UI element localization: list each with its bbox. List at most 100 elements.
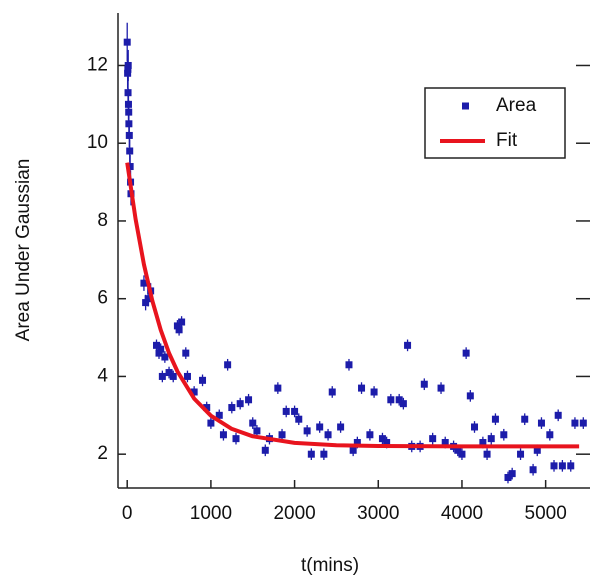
y-tick-label: 8 [97,210,108,231]
point [366,431,374,439]
y-tick-label: 10 [87,132,108,153]
y-tick-label: 6 [97,288,108,309]
point [404,341,412,349]
point [152,341,160,349]
point [291,407,299,415]
point [395,396,403,404]
point [182,349,190,357]
point [579,419,587,427]
point [140,279,148,287]
point [558,462,566,470]
point [219,431,227,439]
point [466,392,474,400]
fit-line [125,162,580,449]
point [521,415,529,423]
point [483,450,491,458]
point [429,435,437,443]
point [571,419,579,427]
point [437,384,445,392]
point [420,380,428,388]
point [161,353,169,361]
legend [424,87,566,159]
point [183,372,191,380]
point [124,61,132,69]
y-tick-label: 12 [87,54,108,75]
legend-label: Fit [496,130,518,151]
point [278,431,286,439]
point [458,450,466,458]
point [479,439,487,447]
point [307,450,315,458]
point [203,404,211,412]
y-tick-label: 2 [97,443,108,464]
point [261,446,269,454]
x-tick-label: 5000 [525,503,567,524]
point [125,108,133,116]
point [454,446,462,454]
point [155,349,163,357]
point [383,439,391,447]
point [207,419,215,427]
point [165,369,173,377]
legend-label: Area [496,95,537,116]
point [399,400,407,408]
x-tick-label: 1000 [190,503,232,524]
point [387,396,395,404]
point [337,423,345,431]
point [358,384,366,392]
x-tick-label: 3000 [357,503,399,524]
point [158,372,166,380]
point [125,131,133,139]
point [175,326,183,334]
point [303,427,311,435]
point [320,450,328,458]
point [370,388,378,396]
x-tick-label: 4000 [441,503,483,524]
point [295,415,303,423]
point [533,446,541,454]
point [554,411,562,419]
point [324,431,332,439]
legend-marker [462,102,469,110]
point [567,462,575,470]
y-tick-label: 4 [97,365,108,386]
point [232,435,240,443]
point [471,423,479,431]
point [228,404,236,412]
point [236,400,244,408]
point [441,439,449,447]
point [504,474,512,482]
point [274,384,282,392]
point [249,419,257,427]
point [353,439,361,447]
point [157,345,165,353]
point [345,361,353,369]
point [253,427,261,435]
point [173,322,181,330]
point [508,470,516,478]
point [546,431,554,439]
point [487,435,495,443]
point [199,376,207,384]
point [144,295,152,303]
point [282,407,290,415]
point [316,423,324,431]
x-axis-label: t(mins) [301,555,359,576]
point [224,361,232,369]
point [378,435,386,443]
point [190,388,198,396]
x-tick-label: 2000 [273,503,315,524]
point [245,396,253,404]
point [550,462,558,470]
point [328,388,336,396]
point [462,349,470,357]
point [517,450,525,458]
point [491,415,499,423]
point [142,299,150,307]
point [529,466,537,474]
point [126,147,134,155]
point [123,38,131,46]
point [178,318,186,326]
point [215,411,223,419]
